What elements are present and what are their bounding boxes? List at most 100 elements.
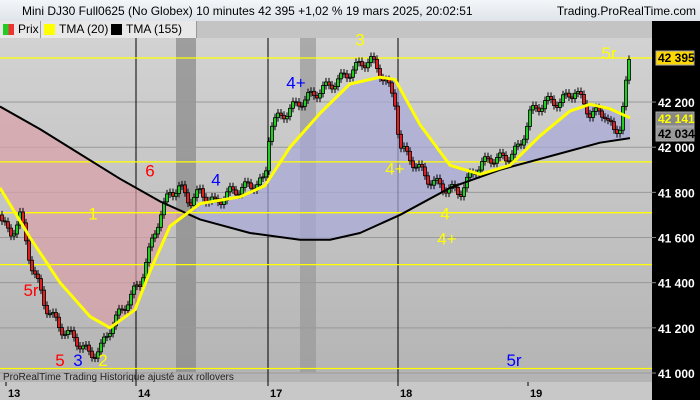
fill-band — [92, 161, 94, 318]
candle — [261, 176, 265, 179]
candle — [165, 193, 169, 203]
candle — [396, 105, 400, 135]
candle — [354, 62, 358, 71]
wave-annotation: 5r — [601, 44, 616, 63]
legend-label: Prix — [18, 22, 39, 36]
fill-band — [524, 151, 526, 164]
fill-band — [542, 134, 544, 159]
fill-band — [80, 153, 82, 306]
wave-annotation: 5 — [55, 351, 64, 370]
fill-band — [148, 194, 150, 277]
candle — [75, 337, 79, 347]
candle — [495, 157, 499, 164]
candle — [144, 262, 148, 279]
candle — [216, 198, 220, 203]
fill-band — [450, 165, 452, 188]
wave-annotation: 4 — [440, 204, 449, 223]
price-label: 42 034 — [658, 127, 695, 141]
candle — [78, 345, 82, 350]
fill-band — [466, 170, 468, 183]
fill-band — [474, 172, 476, 180]
fill-band — [558, 121, 560, 155]
fill-band — [238, 197, 240, 230]
candle — [201, 188, 205, 198]
candle — [330, 84, 334, 90]
candle — [567, 92, 571, 98]
candle — [18, 211, 22, 226]
fill-band — [614, 110, 616, 141]
candle — [69, 330, 73, 332]
fill-band — [168, 205, 170, 231]
fill-band — [470, 171, 472, 181]
fill-band — [18, 116, 20, 218]
fill-band — [314, 120, 316, 240]
fill-band — [374, 78, 376, 227]
fill-band — [416, 117, 418, 207]
wave-annotation: 2 — [98, 351, 107, 370]
fill-band — [508, 165, 510, 168]
fill-band — [174, 207, 176, 224]
legend-tma20[interactable]: TMA (20) — [41, 21, 122, 38]
candle — [444, 190, 448, 194]
fill-band — [626, 116, 628, 139]
fill-band — [324, 109, 326, 240]
candle — [297, 101, 301, 107]
x-axis — [0, 382, 652, 400]
fill-band — [364, 80, 366, 232]
fill-band — [620, 113, 622, 140]
legend-tma155[interactable]: TMA (155) — [108, 21, 197, 38]
legend-prix[interactable]: Prix — [0, 21, 41, 38]
fill-band — [160, 201, 162, 249]
fill-band — [330, 103, 332, 240]
candle — [234, 189, 238, 196]
fill-band — [404, 95, 406, 213]
fill-band — [186, 213, 188, 215]
candle — [351, 69, 355, 78]
fill-band — [458, 167, 460, 185]
fill-band — [178, 209, 180, 221]
y-tick-label: 41 800 — [658, 186, 695, 200]
candle — [459, 194, 463, 197]
candle — [120, 308, 124, 311]
candle — [219, 201, 223, 205]
fill-band — [124, 181, 126, 318]
candle — [513, 145, 517, 155]
candle — [504, 154, 508, 162]
fill-band — [184, 212, 186, 216]
fill-band — [6, 109, 8, 198]
candle — [480, 161, 484, 171]
candle — [0, 214, 4, 222]
fill-band — [618, 112, 620, 140]
fill-band — [210, 201, 212, 223]
candle — [303, 99, 307, 107]
candle — [393, 92, 397, 107]
fill-band — [84, 156, 86, 310]
candle — [573, 92, 577, 100]
candle — [159, 214, 163, 228]
fill-band — [414, 113, 416, 208]
candle — [171, 192, 175, 197]
fill-band — [552, 125, 554, 156]
fill-band — [310, 124, 312, 240]
fill-band — [96, 163, 98, 320]
price-label: 42 141 — [658, 112, 695, 126]
y-tick-label: 41 200 — [658, 322, 695, 336]
fill-band — [316, 117, 318, 240]
candle — [435, 178, 439, 181]
fill-band — [258, 188, 260, 235]
fill-band — [272, 174, 274, 236]
candle — [507, 160, 511, 163]
candle — [72, 330, 76, 339]
candle — [492, 162, 496, 165]
candle — [27, 240, 31, 261]
candle — [63, 334, 67, 336]
candle — [180, 184, 184, 187]
candle — [432, 179, 436, 186]
fill-band — [418, 121, 420, 206]
candle — [279, 112, 283, 116]
candle — [627, 58, 631, 81]
candle — [414, 166, 418, 169]
fill-band — [422, 127, 424, 204]
fill-band — [176, 208, 178, 222]
candle — [213, 196, 217, 200]
